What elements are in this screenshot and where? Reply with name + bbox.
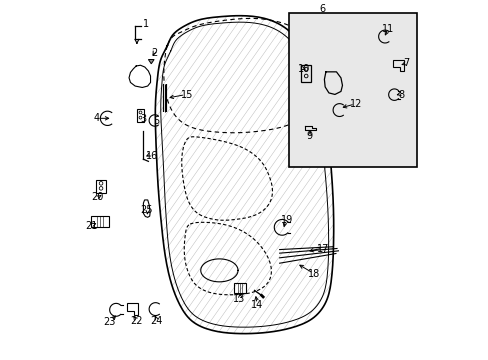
Text: 16: 16 bbox=[145, 150, 158, 161]
Text: 21: 21 bbox=[84, 221, 97, 231]
Text: 7: 7 bbox=[402, 58, 408, 68]
FancyBboxPatch shape bbox=[289, 13, 416, 167]
Text: 9: 9 bbox=[305, 131, 311, 141]
Text: 11: 11 bbox=[381, 24, 393, 35]
Text: 3: 3 bbox=[140, 114, 146, 124]
Text: 25: 25 bbox=[141, 206, 153, 216]
Polygon shape bbox=[148, 59, 154, 64]
Text: 24: 24 bbox=[150, 316, 163, 325]
Text: 6: 6 bbox=[319, 4, 325, 14]
Text: 22: 22 bbox=[130, 316, 142, 325]
Text: 13: 13 bbox=[232, 294, 245, 304]
Text: 4: 4 bbox=[94, 113, 100, 123]
Text: 2: 2 bbox=[151, 48, 157, 58]
Text: 23: 23 bbox=[102, 317, 115, 327]
Text: 12: 12 bbox=[349, 99, 361, 109]
Text: 5: 5 bbox=[153, 116, 160, 126]
Text: 10: 10 bbox=[297, 64, 309, 74]
Text: 20: 20 bbox=[91, 192, 103, 202]
Text: 1: 1 bbox=[142, 19, 149, 29]
Text: 8: 8 bbox=[398, 90, 404, 100]
Text: 14: 14 bbox=[250, 300, 263, 310]
Text: 18: 18 bbox=[307, 269, 320, 279]
Text: 17: 17 bbox=[317, 244, 329, 254]
Text: 19: 19 bbox=[280, 215, 292, 225]
Text: 15: 15 bbox=[181, 90, 193, 100]
